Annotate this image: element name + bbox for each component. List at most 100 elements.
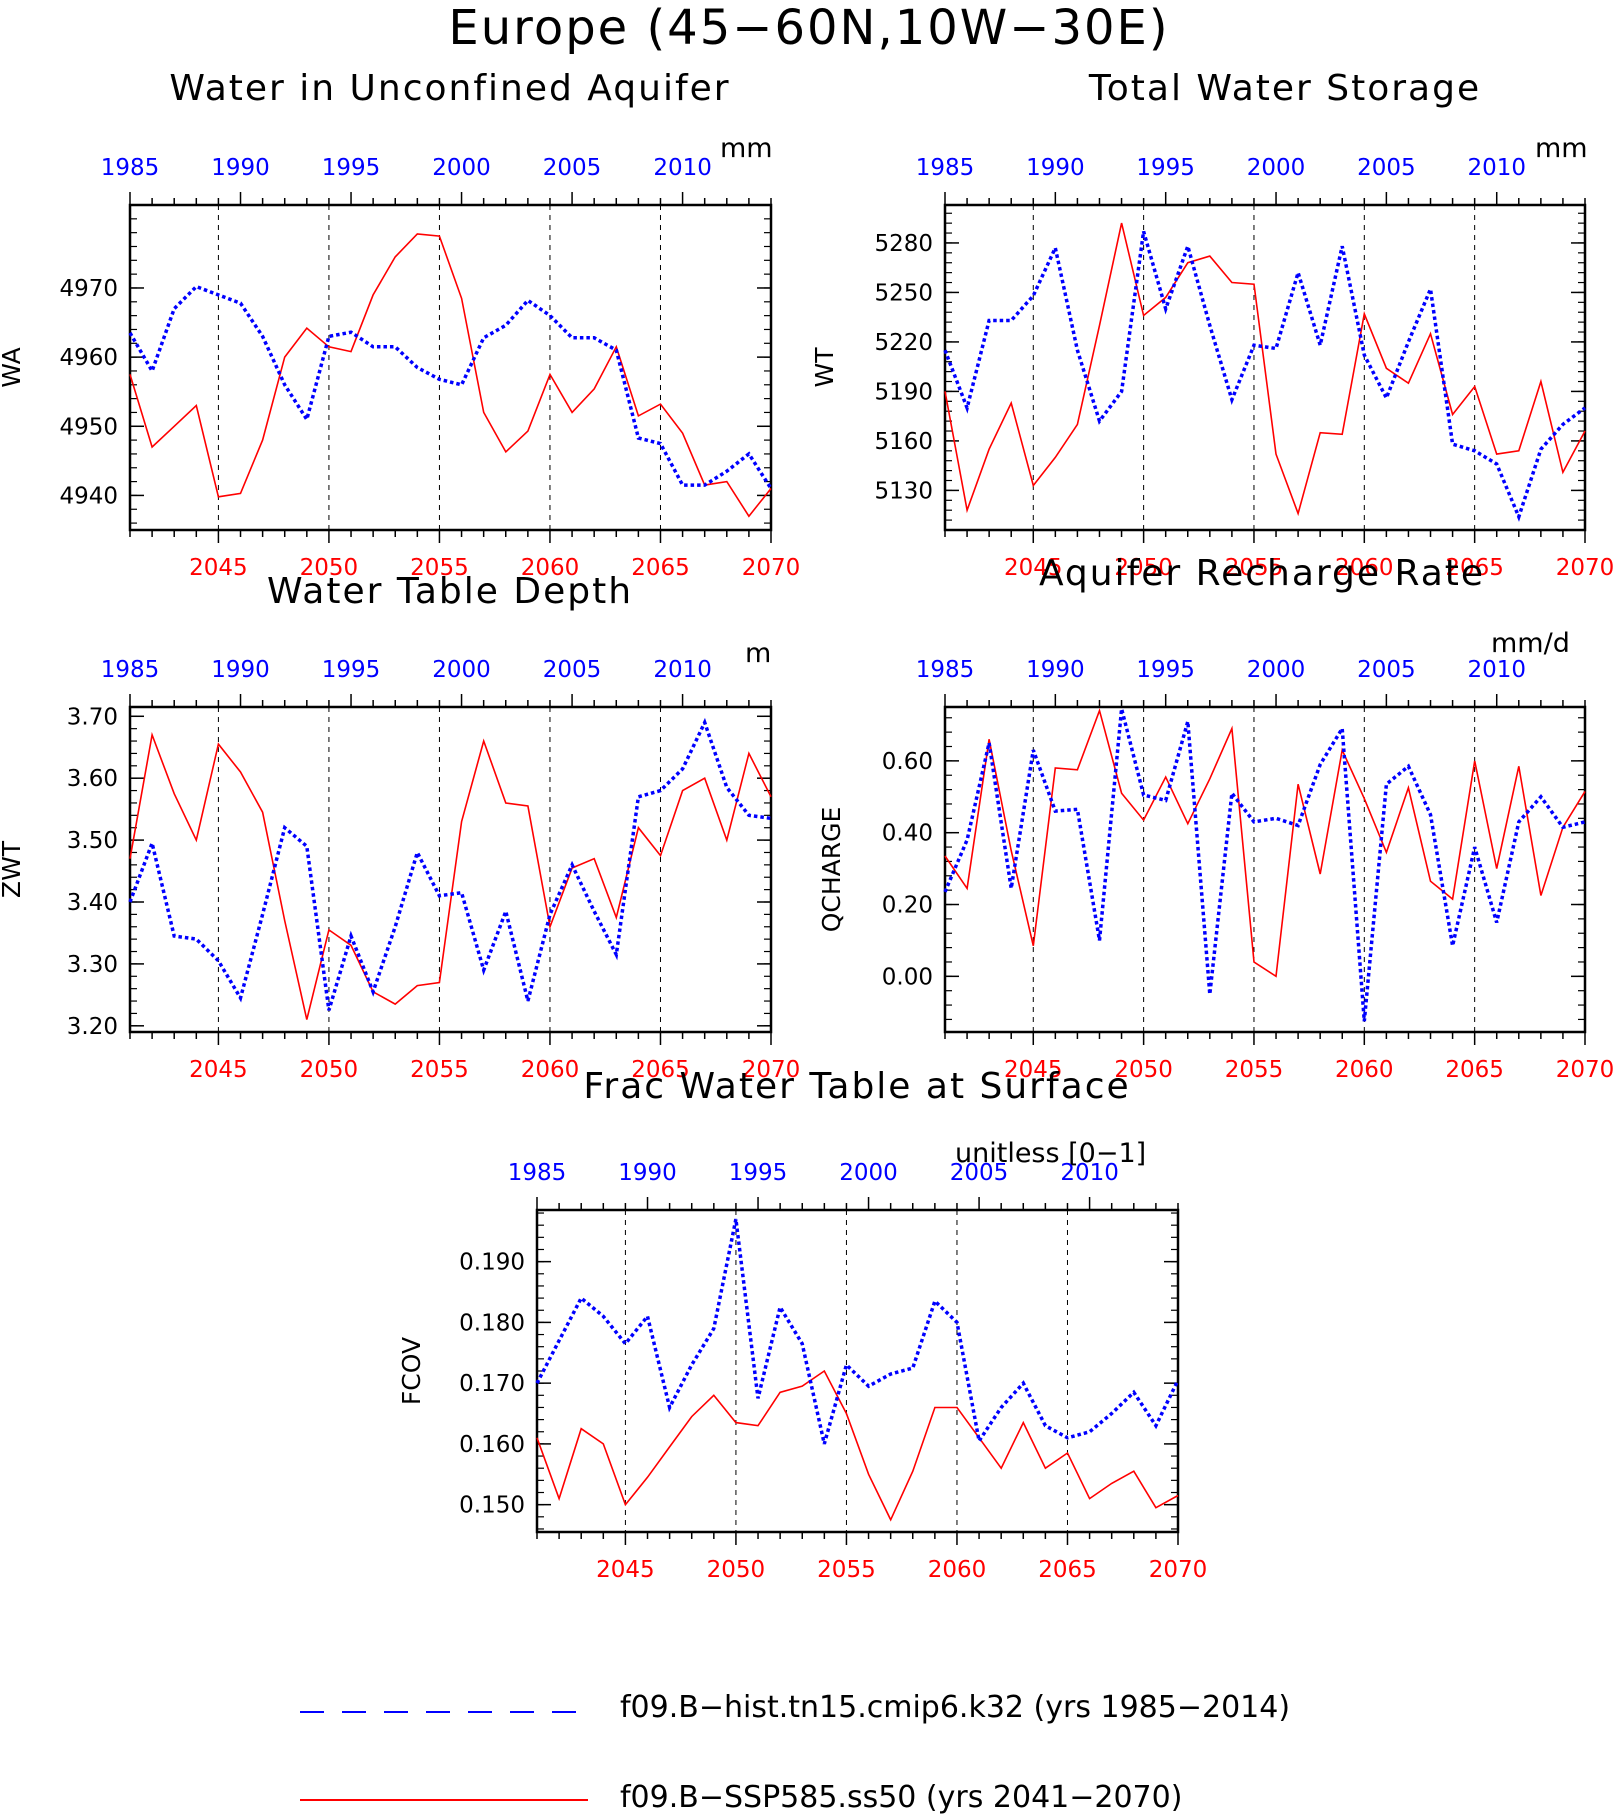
- xlabel-top-0-2010: 2010: [653, 155, 712, 181]
- chart-units-1: mm: [1535, 133, 1588, 164]
- xlabel-bottom-0-2050: 2050: [300, 555, 359, 581]
- ylabel-tick-1-0: 5130: [874, 478, 933, 504]
- xlabel-top-0-1990: 1990: [211, 155, 270, 181]
- chart-units-4: unitless [0−1]: [955, 1138, 1146, 1169]
- xlabel-bottom-3-2050: 2050: [1114, 1057, 1173, 1083]
- xlabel-top-1-1985: 1985: [916, 155, 975, 181]
- ylabel-0: WA: [0, 347, 26, 387]
- ylabel-tick-0-3: 4970: [59, 276, 118, 302]
- ylabel-tick-3-1: 0.20: [882, 893, 933, 919]
- ylabel-tick-2-1: 3.30: [67, 952, 118, 978]
- ylabel-tick-4-4: 0.190: [459, 1250, 525, 1276]
- chart-units-2: m: [745, 638, 771, 669]
- ylabel-1: WT: [810, 347, 839, 388]
- series-line-hist-2: [128, 717, 772, 1011]
- ylabel-tick-4-0: 0.150: [459, 1493, 525, 1519]
- xlabel-bottom-0-2070: 2070: [742, 555, 801, 581]
- ylabel-4: FCOV: [397, 1337, 426, 1405]
- ylabel-tick-3-2: 0.40: [882, 821, 933, 847]
- legend-swatch-hist: [300, 1711, 588, 1713]
- ylabel-tick-0-1: 4950: [59, 414, 118, 440]
- ylabel-tick-1-5: 5280: [874, 231, 933, 257]
- series-line-ssp-1: [944, 222, 1586, 517]
- series-line-hist-1: [943, 230, 1587, 522]
- chart-title-4: Frac Water Table at Surface: [583, 1066, 1130, 1107]
- xlabel-bottom-2-2070: 2070: [742, 1057, 801, 1083]
- ylabel-tick-4-3: 0.180: [459, 1310, 525, 1336]
- figure-title: Europe (45−60N,10W−30E): [448, 0, 1170, 56]
- chart-title-2: Water Table Depth: [267, 571, 633, 612]
- xlabel-bottom-1-2060: 2060: [1335, 555, 1394, 581]
- xlabel-bottom-2-2050: 2050: [300, 1057, 359, 1083]
- xlabel-top-0-2000: 2000: [432, 155, 491, 181]
- ylabel-tick-4-1: 0.160: [459, 1432, 525, 1458]
- xlabel-top-0-2005: 2005: [543, 155, 602, 181]
- series-line-hist-4: [535, 1218, 1180, 1446]
- ylabel-tick-2-3: 3.50: [67, 828, 118, 854]
- ylabel-tick-2-0: 3.20: [67, 1014, 118, 1040]
- xlabel-bottom-2-2055: 2055: [410, 1057, 469, 1083]
- xlabel-top-0-1995: 1995: [322, 155, 381, 181]
- xlabel-bottom-2-2065: 2065: [631, 1057, 690, 1083]
- legend-label-ssp: f09.B−SSP585.ss50 (yrs 2041−2070): [620, 1780, 1183, 1815]
- xlabel-bottom-3-2055: 2055: [1225, 1057, 1284, 1083]
- ylabel-3: QCHARGE: [817, 807, 846, 933]
- xlabel-top-4-2000: 2000: [839, 1160, 898, 1186]
- ylabel-tick-4-2: 0.170: [459, 1371, 525, 1397]
- xlabel-bottom-4-2070: 2070: [1149, 1557, 1208, 1583]
- series-line-ssp-0: [129, 233, 772, 518]
- chart-title-0: Water in Unconfined Aquifer: [169, 68, 730, 109]
- xlabel-bottom-0-2045: 2045: [189, 555, 248, 581]
- series-line-ssp-2: [129, 731, 772, 1020]
- xlabel-top-3-2005: 2005: [1357, 657, 1416, 683]
- xlabel-bottom-1-2045: 2045: [1004, 555, 1063, 581]
- xlabel-top-3-2010: 2010: [1467, 657, 1526, 683]
- ylabel-tick-1-1: 5160: [874, 429, 933, 455]
- xlabel-top-3-1995: 1995: [1136, 657, 1195, 683]
- xlabel-top-1-1990: 1990: [1026, 155, 1085, 181]
- xlabel-top-4-2010: 2010: [1060, 1160, 1119, 1186]
- xlabel-top-1-2010: 2010: [1467, 155, 1526, 181]
- xlabel-bottom-4-2065: 2065: [1038, 1557, 1097, 1583]
- xlabel-bottom-4-2060: 2060: [928, 1557, 987, 1583]
- xlabel-top-2-1995: 1995: [322, 657, 381, 683]
- xlabel-bottom-4-2050: 2050: [707, 1557, 766, 1583]
- plot-frame-0: [128, 203, 773, 532]
- xlabel-top-2-1985: 1985: [101, 657, 160, 683]
- xlabel-top-1-1995: 1995: [1136, 155, 1195, 181]
- xlabel-bottom-0-2060: 2060: [521, 555, 580, 581]
- xlabel-top-4-1995: 1995: [729, 1160, 788, 1186]
- ylabel-tick-3-0: 0.00: [882, 964, 933, 990]
- xlabel-bottom-0-2055: 2055: [410, 555, 469, 581]
- xlabel-top-1-2005: 2005: [1357, 155, 1416, 181]
- ylabel-tick-0-0: 4940: [59, 483, 118, 509]
- xlabel-bottom-2-2045: 2045: [189, 1057, 248, 1083]
- xlabel-bottom-3-2065: 2065: [1445, 1057, 1504, 1083]
- xlabel-top-3-1985: 1985: [916, 657, 975, 683]
- xlabel-bottom-3-2045: 2045: [1004, 1057, 1063, 1083]
- series-line-hist-0: [128, 284, 773, 490]
- xlabel-bottom-0-2065: 2065: [631, 555, 690, 581]
- ylabel-tick-2-2: 3.40: [67, 890, 118, 916]
- chart-title-3: Aquifer Recharge Rate: [1039, 553, 1485, 594]
- xlabel-bottom-3-2060: 2060: [1335, 1057, 1394, 1083]
- xlabel-top-0-1985: 1985: [101, 155, 160, 181]
- plot-frame-1: [943, 203, 1587, 532]
- xlabel-top-3-1990: 1990: [1026, 657, 1085, 683]
- xlabel-top-2-2010: 2010: [653, 657, 712, 683]
- series-line-ssp-3: [944, 707, 1586, 978]
- xlabel-top-2-1990: 1990: [211, 657, 270, 683]
- ylabel-tick-2-4: 3.60: [67, 766, 118, 792]
- xlabel-top-4-2005: 2005: [950, 1160, 1009, 1186]
- chart-units-3: mm/d: [1491, 628, 1570, 659]
- ylabel-tick-1-3: 5220: [874, 330, 933, 356]
- xlabel-bottom-3-2070: 2070: [1556, 1057, 1615, 1083]
- xlabel-bottom-4-2055: 2055: [817, 1557, 876, 1583]
- xlabel-bottom-1-2055: 2055: [1225, 555, 1284, 581]
- xlabel-bottom-1-2065: 2065: [1445, 555, 1504, 581]
- chart-units-0: mm: [720, 133, 773, 164]
- xlabel-top-3-2000: 2000: [1247, 657, 1306, 683]
- series-line-hist-3: [943, 708, 1586, 1022]
